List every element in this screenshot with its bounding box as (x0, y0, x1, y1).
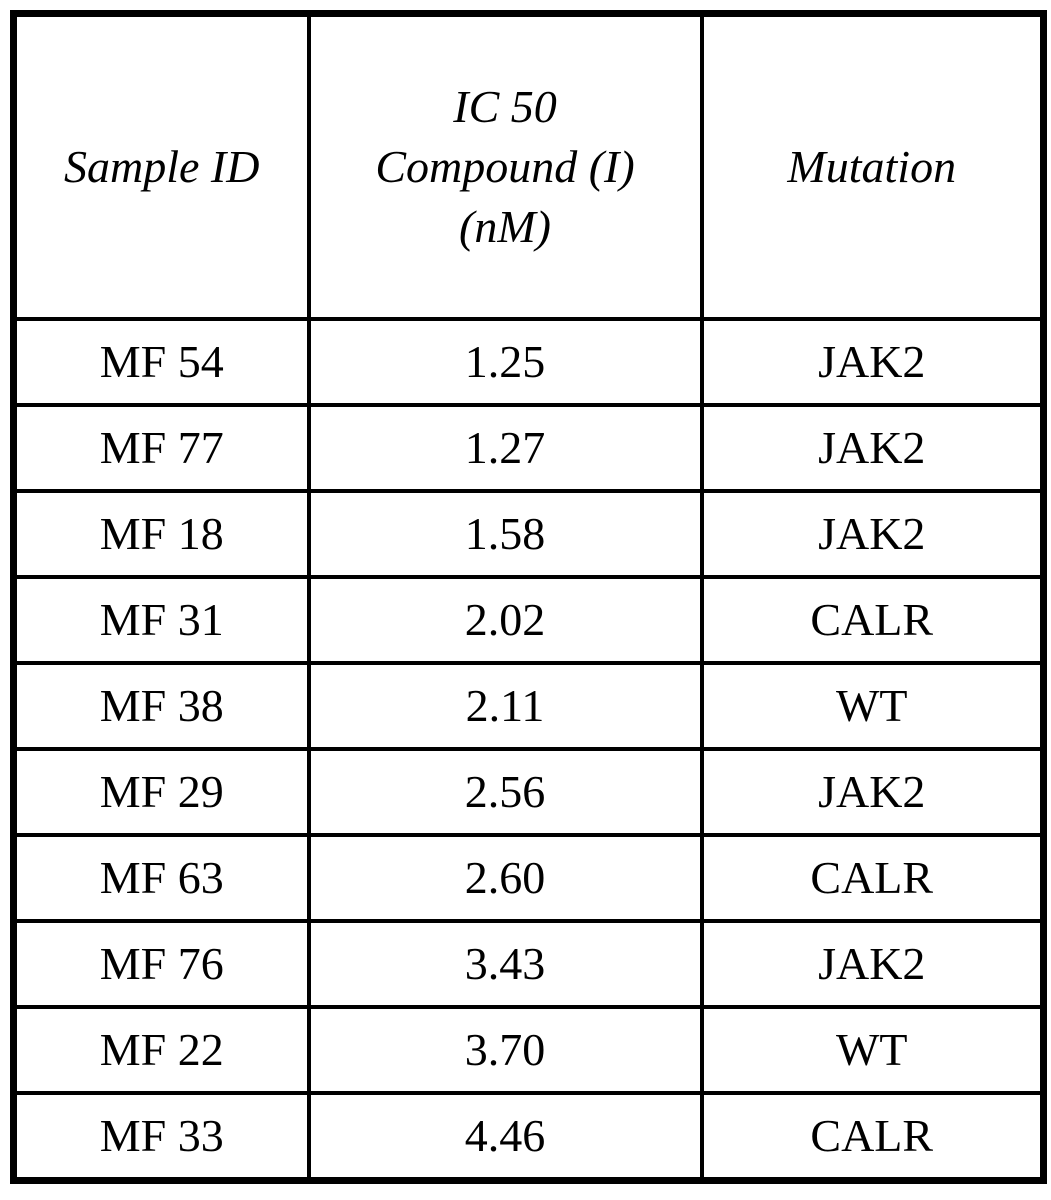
cell-mutation: CALR (699, 833, 1046, 923)
cell-sample-id: MF 77 (11, 403, 311, 493)
table-row: MF 22 3.70 WT (11, 1005, 1046, 1095)
table-row: MF 54 1.25 JAK2 (11, 317, 1046, 407)
cell-ic50: 2.60 (306, 833, 704, 923)
table-header: Sample ID IC 50 Compound (I) (nM) Mutati… (11, 11, 1046, 321)
cell-sample-id: MF 63 (11, 833, 311, 923)
cell-mutation: JAK2 (699, 747, 1046, 837)
table-row: MF 38 2.11 WT (11, 661, 1046, 751)
table-row: MF 29 2.56 JAK2 (11, 747, 1046, 837)
table-row: MF 76 3.43 JAK2 (11, 919, 1046, 1009)
table-body: MF 54 1.25 JAK2 MF 77 1.27 JAK2 MF 18 1.… (11, 317, 1046, 1183)
cell-sample-id: MF 76 (11, 919, 311, 1009)
header-label-ic50-line2: Compound (I) (375, 141, 635, 193)
cell-ic50: 2.02 (306, 575, 704, 665)
header-label-mutation: Mutation (787, 141, 957, 193)
cell-ic50: 2.11 (306, 661, 704, 751)
header-label-ic50-line1: IC 50 (453, 81, 557, 133)
table-row: MF 77 1.27 JAK2 (11, 403, 1046, 493)
cell-ic50: 3.43 (306, 919, 704, 1009)
sample-ic50-mutation-table: Sample ID IC 50 Compound (I) (nM) Mutati… (10, 10, 1047, 1184)
table-row: MF 31 2.02 CALR (11, 575, 1046, 665)
cell-sample-id: MF 54 (11, 317, 311, 407)
cell-mutation: JAK2 (699, 919, 1046, 1009)
cell-ic50: 3.70 (306, 1005, 704, 1095)
cell-ic50: 1.27 (306, 403, 704, 493)
cell-mutation: JAK2 (699, 317, 1046, 407)
cell-sample-id: MF 33 (11, 1091, 311, 1183)
cell-mutation: WT (699, 661, 1046, 751)
cell-sample-id: MF 38 (11, 661, 311, 751)
cell-sample-id: MF 18 (11, 489, 311, 579)
header-cell-sample-id: Sample ID (11, 11, 311, 321)
header-label-ic50-line3: (nM) (459, 200, 551, 252)
table-row: MF 33 4.46 CALR (11, 1091, 1046, 1183)
table-row: MF 63 2.60 CALR (11, 833, 1046, 923)
cell-sample-id: MF 31 (11, 575, 311, 665)
cell-sample-id: MF 29 (11, 747, 311, 837)
header-label-sample-id: Sample ID (64, 141, 260, 193)
table-row: MF 18 1.58 JAK2 (11, 489, 1046, 579)
cell-ic50: 1.58 (306, 489, 704, 579)
header-cell-mutation: Mutation (699, 11, 1046, 321)
cell-sample-id: MF 22 (11, 1005, 311, 1095)
cell-mutation: CALR (699, 575, 1046, 665)
header-row: Sample ID IC 50 Compound (I) (nM) Mutati… (11, 11, 1046, 321)
cell-mutation: WT (699, 1005, 1046, 1095)
cell-mutation: JAK2 (699, 489, 1046, 579)
cell-ic50: 4.46 (306, 1091, 704, 1183)
header-cell-ic50: IC 50 Compound (I) (nM) (306, 11, 704, 321)
cell-mutation: JAK2 (699, 403, 1046, 493)
cell-mutation: CALR (699, 1091, 1046, 1183)
cell-ic50: 2.56 (306, 747, 704, 837)
cell-ic50: 1.25 (306, 317, 704, 407)
